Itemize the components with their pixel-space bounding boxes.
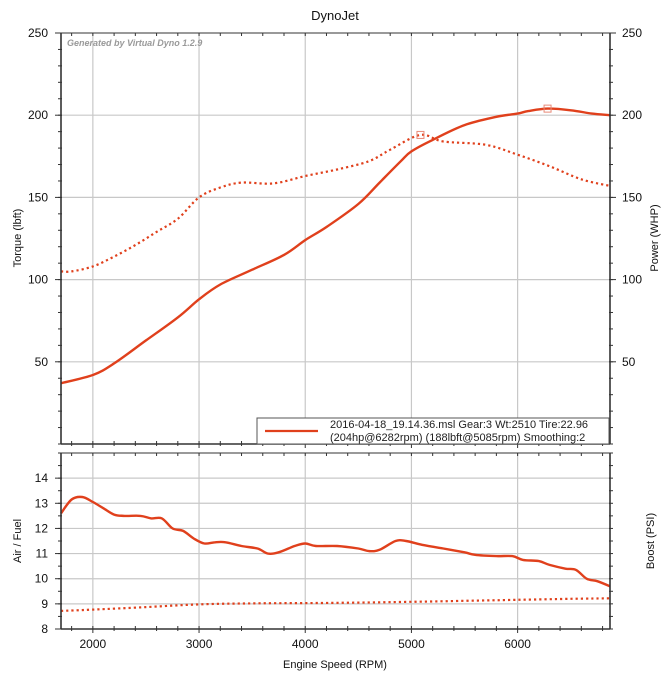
upper-plot-area bbox=[61, 33, 610, 444]
lower-plot-area bbox=[61, 453, 610, 629]
lower-y-tick-label-left: 14 bbox=[35, 471, 49, 485]
y-axis-title-torque: Torque (lbft) bbox=[12, 209, 24, 268]
x-tick-label: 2000 bbox=[80, 637, 107, 651]
x-tick-label: 3000 bbox=[186, 637, 213, 651]
x-tick-label: 5000 bbox=[398, 637, 425, 651]
lower-y-tick-label-left: 11 bbox=[36, 547, 49, 561]
x-tick-label: 6000 bbox=[504, 637, 531, 651]
upper-plot: Generated by Virtual Dyno 1.2.9 50 100 150… bbox=[12, 26, 661, 448]
y-axis-title-power: Power (WHP) bbox=[649, 204, 661, 271]
upper-y-tick-label-left: 200 bbox=[28, 108, 48, 122]
upper-series bbox=[60, 104, 611, 385]
lower-series-air-fuel bbox=[60, 495, 611, 588]
upper-series-power-whp bbox=[60, 107, 611, 385]
watermark: Generated by Virtual Dyno 1.2.9 bbox=[67, 38, 202, 48]
lower-y-tick-label-left: 10 bbox=[35, 572, 49, 586]
legend: 2016-04-18_19.14.36.msl Gear:3 Wt:2510 T… bbox=[256, 417, 610, 445]
upper-y-tick-label-right: 150 bbox=[622, 190, 642, 204]
upper-y-tick-label-left: 50 bbox=[35, 355, 49, 369]
upper-y-tick-label-right: 250 bbox=[622, 26, 642, 40]
legend-line-1: 2016-04-18_19.14.36.msl Gear:3 Wt:2510 T… bbox=[330, 419, 588, 431]
lower-axes: 891011121314020003000400050006000 bbox=[35, 452, 613, 651]
lower-y-tick-label-left: 8 bbox=[41, 622, 48, 636]
lower-plot: 891011121314020003000400050006000 Air / … bbox=[12, 452, 657, 671]
chart-title: DynoJet bbox=[311, 8, 359, 23]
x-axis-title: Engine Speed (RPM) bbox=[283, 659, 387, 671]
lower-y-tick-label-left: 13 bbox=[35, 496, 49, 510]
upper-y-tick-label-left: 100 bbox=[28, 273, 48, 287]
upper-y-tick-label-left: 250 bbox=[28, 26, 48, 40]
y-axis-title-boost: Boost (PSI) bbox=[645, 513, 657, 569]
upper-series-torque-lbft bbox=[60, 133, 611, 273]
upper-peak-marker-torque-lbft bbox=[416, 130, 425, 139]
upper-y-tick-label-right: 200 bbox=[622, 108, 642, 122]
y-axis-title-afr: Air / Fuel bbox=[12, 519, 24, 563]
legend-line-2: (204hp@6282rpm) (188lbft@5085rpm) Smooth… bbox=[330, 432, 585, 444]
lower-series bbox=[60, 495, 611, 612]
x-tick-label: 4000 bbox=[292, 637, 319, 651]
upper-grid bbox=[61, 33, 610, 444]
lower-y-tick-label-left: 12 bbox=[35, 521, 49, 535]
lower-y-tick-label-left: 9 bbox=[41, 597, 48, 611]
upper-y-tick-label-right: 50 bbox=[622, 355, 636, 369]
lower-series-boost-psi bbox=[60, 597, 611, 612]
upper-y-tick-label-right: 100 bbox=[622, 273, 642, 287]
upper-y-tick-label-left: 150 bbox=[28, 190, 48, 204]
upper-peak-marker-power-whp bbox=[543, 104, 552, 113]
